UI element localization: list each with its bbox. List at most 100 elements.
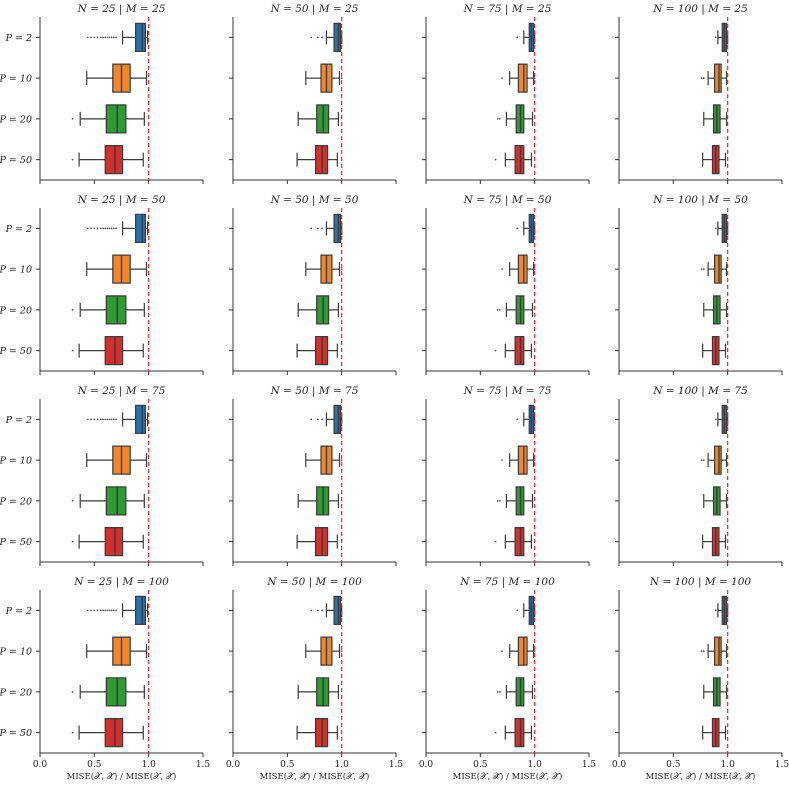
outlier-point (496, 308, 499, 311)
outlier-point (71, 690, 74, 693)
panel-title: N = 50 | M = 100 (266, 576, 362, 589)
outlier-point (340, 268, 343, 271)
outlier-point (316, 36, 319, 39)
outlier-point (498, 308, 501, 311)
box-p2 (516, 213, 536, 243)
panel-title: N = 75 | M = 50 (463, 194, 552, 207)
box-p50 (494, 527, 533, 557)
outlier-point (498, 499, 501, 502)
box-p50 (71, 145, 144, 175)
box-p2 (86, 595, 149, 625)
box-p2 (310, 404, 343, 434)
outlier-point (533, 459, 536, 462)
box-p50 (296, 145, 338, 175)
x-tick-label: 1.5 (582, 760, 597, 770)
y-tick-label: P = 10 (0, 265, 32, 276)
outlier-point (90, 609, 92, 612)
outlier-point (494, 349, 497, 352)
y-tick-label: P = 20 (0, 114, 32, 125)
outlier-point (321, 609, 324, 612)
outlier-point (93, 227, 96, 230)
y-tick-label: P = 50 (0, 155, 32, 166)
box-p20 (297, 104, 340, 134)
box-iqr (333, 404, 342, 434)
box-p20 (496, 486, 534, 516)
box-p10 (86, 445, 148, 475)
box-iqr (135, 404, 147, 434)
x-tick-label: 0.5 (87, 760, 102, 770)
outlier-point (106, 36, 109, 39)
box-p20 (71, 677, 145, 707)
outlier-point (71, 158, 74, 161)
box-p20 (71, 104, 145, 134)
x-tick-label: 0.5 (666, 760, 681, 770)
panel-r4-c1: N = 25 | M = 100 0.0 0.5 1.0 1.5 MISE(𝒳, 𝒳̃) … (0, 576, 210, 782)
panel-title: N = 50 | M = 50 (270, 194, 359, 207)
box-p20 (297, 295, 340, 325)
panel-r2-c4: N = 100 | M = 50 (615, 194, 783, 375)
box-p50 (494, 336, 533, 366)
outlier-point (115, 36, 117, 39)
x-tick-label: 1.5 (196, 760, 211, 770)
outlier-point (714, 418, 717, 421)
panel-title: N = 25 | M = 25 (77, 3, 166, 16)
box-iqr (135, 22, 147, 52)
box-p10 (86, 63, 148, 93)
panel-r2-c1: N = 25 | M = 50 P = 2 P = 10 P = 20 P = 50 (0, 194, 204, 375)
box-p2 (516, 404, 536, 434)
box-p50 (71, 718, 144, 748)
box-p50 (494, 145, 533, 175)
box-iqr (514, 145, 525, 175)
outlier-point (104, 36, 107, 39)
outlier-point (516, 418, 519, 421)
x-tick-label: 0.5 (473, 760, 488, 770)
outlier-point (700, 77, 703, 80)
box-iqr (514, 336, 525, 366)
box-p20 (297, 677, 340, 707)
box-p2 (86, 404, 149, 434)
outlier-point (340, 650, 343, 653)
box-iqr (135, 595, 147, 625)
outlier-point (93, 418, 96, 421)
panel-title: N = 25 | M = 75 (77, 385, 166, 398)
box-p2 (714, 404, 729, 434)
x-tick-label: 0.5 (280, 760, 295, 770)
box-iqr (105, 104, 127, 134)
outlier-point (115, 609, 117, 612)
outlier-point (714, 609, 717, 612)
box-iqr (714, 254, 722, 284)
y-tick-label: P = 2 (5, 33, 32, 44)
x-axis-label: MISE(𝒳, 𝒳̃) / MISE(𝒳, 𝒳̃) (453, 771, 563, 782)
outlier-point (494, 731, 497, 734)
panel-title: N = 25 | M = 100 (73, 576, 169, 589)
outlier-point (90, 227, 92, 230)
x-tick-label: 0.0 (33, 760, 48, 770)
box-p2 (310, 595, 343, 625)
x-axis-label: MISE(𝒳, 𝒳̃) / MISE(𝒳, 𝒳̃) (260, 771, 370, 782)
panel-title: N = 100 | M = 50 (652, 194, 748, 207)
box-iqr (104, 718, 124, 748)
outlier-point (96, 36, 99, 39)
outlier-point (340, 459, 343, 462)
outlier-point (321, 227, 324, 230)
outlier-point (516, 609, 519, 612)
box-p50 (702, 145, 727, 175)
box-iqr (714, 636, 722, 666)
outlier-point (90, 36, 92, 39)
outlier-point (110, 609, 113, 612)
outlier-point (110, 418, 113, 421)
outlier-point (86, 418, 89, 421)
box-p10 (501, 445, 536, 475)
box-p20 (297, 486, 340, 516)
outlier-point (310, 36, 313, 39)
panel-r3-c3: N = 75 | M = 75 (422, 385, 590, 566)
outlier-point (494, 158, 497, 161)
x-tick-label: 1.0 (721, 760, 736, 770)
box-p2 (310, 22, 343, 52)
box-p20 (496, 677, 534, 707)
panel-title: N = 75 | M = 75 (463, 385, 552, 398)
box-p20 (703, 486, 728, 516)
outlier-point (321, 36, 324, 39)
box-iqr (517, 445, 528, 475)
outlier-point (93, 36, 96, 39)
